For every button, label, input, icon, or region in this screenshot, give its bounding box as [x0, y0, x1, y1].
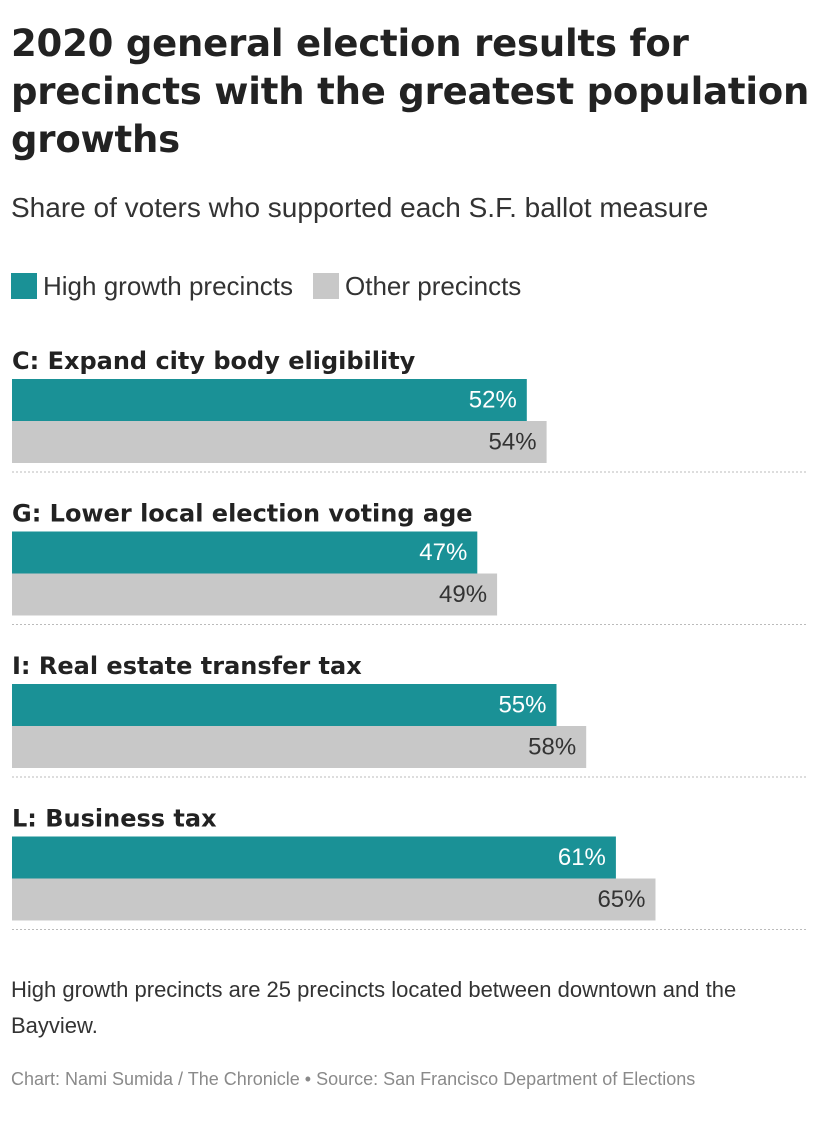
bar-chart: C: Expand city body eligibility 52% 54% G: …: [12, 347, 808, 930]
data-label-other: 49%: [439, 581, 487, 608]
legend-swatch-high-growth: [11, 273, 37, 299]
data-label-high-growth: 61%: [558, 844, 606, 871]
category-label: G: Lower local election voting age: [12, 500, 473, 528]
chart-credit: Chart: Nami Sumida / The Chronicle • Sou…: [11, 1069, 696, 1089]
legend-item-high-growth: High growth precincts: [11, 271, 293, 302]
bar-high-growth: [12, 836, 616, 879]
bar-other: [12, 573, 498, 616]
bar-other: [12, 878, 656, 921]
data-label-other: 58%: [528, 733, 576, 760]
legend-label-high-growth: High growth precincts: [43, 270, 293, 301]
data-label-high-growth: 52%: [469, 386, 517, 413]
legend-swatch-other: [313, 273, 339, 299]
legend-item-other: Other precincts: [313, 271, 521, 302]
bar-high-growth: [12, 379, 527, 421]
chart-title: 2020 general election results for precin…: [11, 22, 810, 161]
chart-footnote: High growth precincts are 25 precincts l…: [11, 977, 737, 1038]
category-label: L: Business tax: [12, 805, 217, 833]
legend: High growth precincts Other precincts: [11, 266, 541, 306]
bar-other: [12, 726, 587, 768]
data-label-other: 65%: [597, 886, 645, 913]
legend-label-other: Other precincts: [345, 270, 522, 301]
data-label-other: 54%: [489, 428, 537, 455]
data-label-high-growth: 47%: [419, 539, 467, 566]
bar-high-growth: [12, 531, 478, 574]
bar-other: [12, 421, 547, 463]
category-label: I: Real estate transfer tax: [12, 652, 362, 680]
category-label: C: Expand city body eligibility: [12, 347, 416, 375]
chart-subtitle: Share of voters who supported each S.F. …: [11, 192, 709, 223]
data-label-high-growth: 55%: [498, 691, 546, 718]
bar-high-growth: [12, 684, 557, 726]
